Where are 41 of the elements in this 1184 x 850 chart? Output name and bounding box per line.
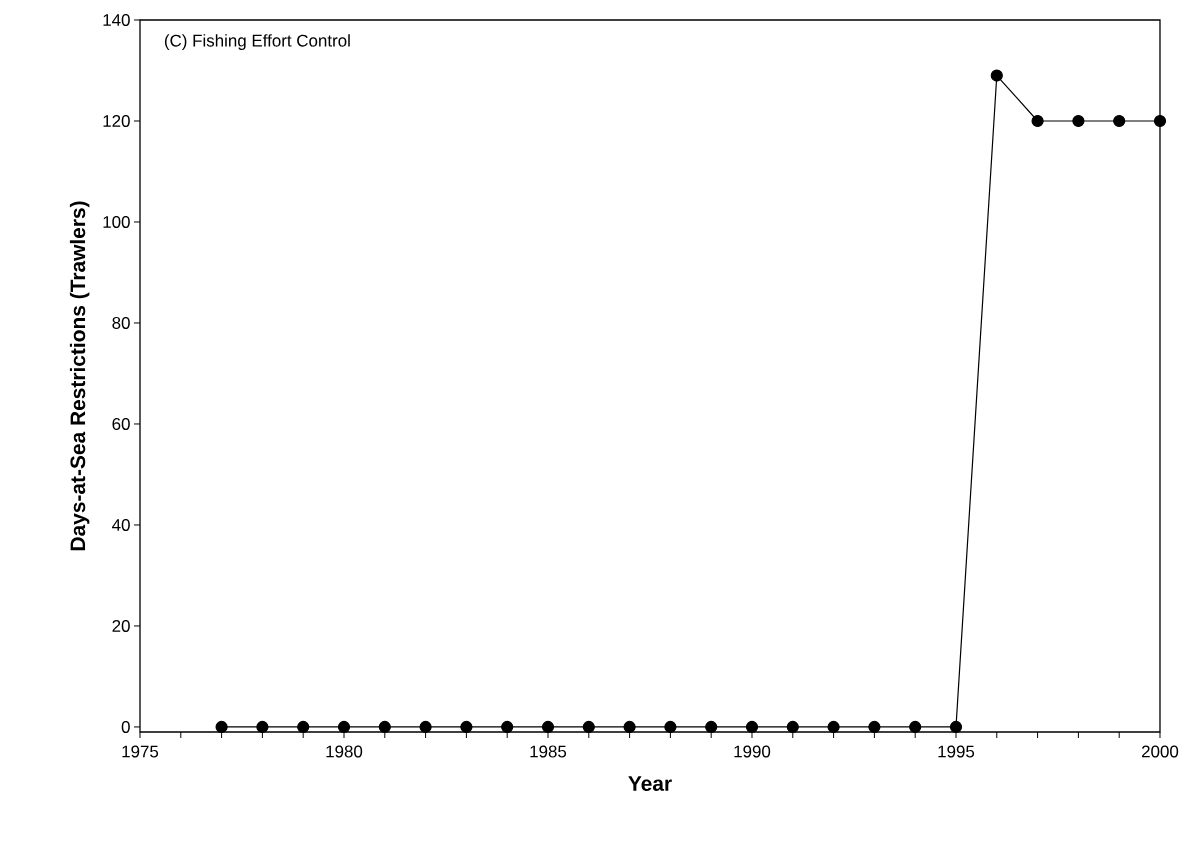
y-tick-label: 100 — [103, 215, 130, 228]
x-tick-label: 1995 — [938, 745, 975, 758]
point — [337, 720, 351, 734]
point — [827, 720, 840, 734]
y-tick-label: 140 — [103, 13, 130, 26]
x-tick-label: 1990 — [734, 745, 771, 758]
y-tick-label: 120 — [103, 114, 130, 127]
point — [909, 720, 922, 734]
y-tick-label: 0 — [121, 720, 130, 733]
point — [582, 720, 595, 734]
point — [256, 720, 269, 734]
point — [215, 720, 228, 734]
point — [786, 720, 799, 734]
point — [868, 720, 881, 734]
point — [460, 720, 473, 734]
x-tick-label: 2000 — [1142, 745, 1179, 758]
point — [705, 720, 718, 734]
point — [419, 720, 432, 734]
point — [623, 720, 636, 734]
point — [1031, 114, 1044, 128]
x-tick-label: 1975 — [122, 745, 159, 758]
point — [990, 69, 1003, 82]
y-tick-label: 80 — [112, 316, 130, 329]
point — [745, 720, 759, 734]
point — [541, 720, 555, 734]
point — [297, 720, 310, 734]
y-tick-label: 60 — [112, 417, 130, 430]
point — [501, 720, 514, 734]
y-axis-title: Days-at-Sea Restrictions (Trawlers) — [69, 201, 90, 551]
point — [664, 720, 677, 734]
point — [1113, 114, 1126, 128]
y-tick-label: 20 — [112, 619, 130, 632]
text: (C) Fishing Effort Control — [164, 34, 350, 50]
point — [1153, 114, 1167, 128]
point — [378, 720, 391, 734]
y-tick-label: 40 — [112, 518, 130, 531]
x-tick-label: 1985 — [530, 745, 567, 758]
x-tick-label: 1980 — [326, 745, 363, 758]
x-axis-title: Year — [628, 776, 672, 791]
point — [949, 720, 963, 734]
point — [1072, 114, 1085, 128]
